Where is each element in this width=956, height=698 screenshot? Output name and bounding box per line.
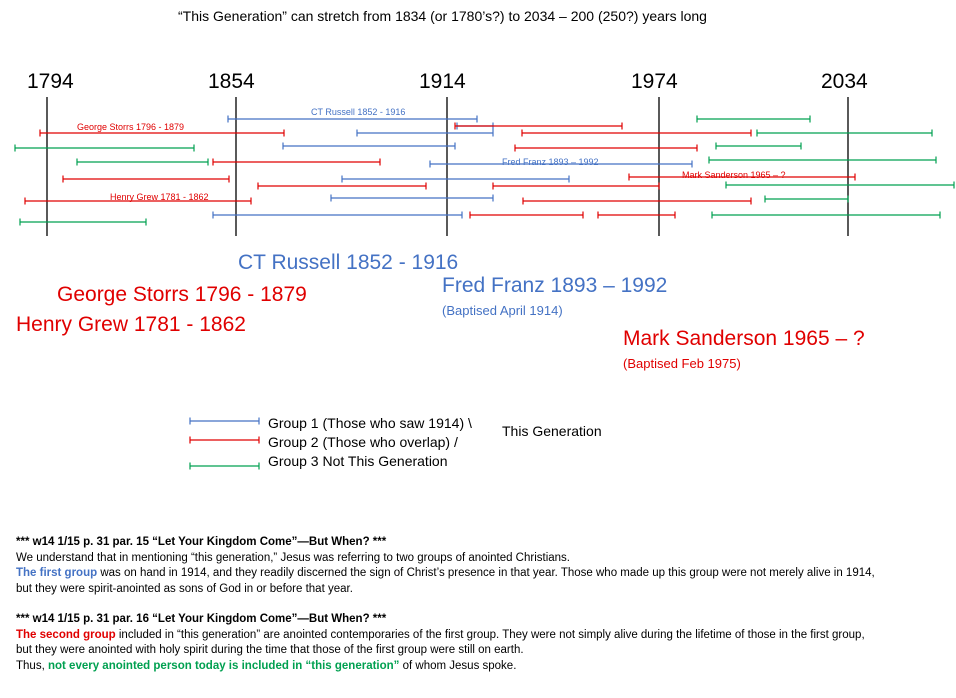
timeline-label-fred-franz: Fred Franz 1893 – 1992 [502, 157, 599, 167]
timeline-bar-group1 [356, 129, 494, 137]
callout-fred-franz-note: (Baptised April 1914) [442, 303, 563, 318]
quote1-highlight: The first group [16, 567, 98, 579]
timeline-bar-group2 [521, 129, 752, 137]
quote2-line3-start: Thus, [16, 659, 48, 672]
quote2-line3-end: of whom Jesus spoke. [399, 659, 517, 672]
timeline-bar-group3 [756, 129, 933, 137]
timeline-bar-group3 [711, 211, 941, 219]
callout-fred-franz: Fred Franz 1893 – 1992 [442, 274, 668, 297]
legend-group2-label: Group 2 (Those who overlap) / [268, 434, 458, 450]
year-label-2034: 2034 [821, 70, 868, 93]
timeline-bar-group2 [212, 158, 381, 166]
quote1-line1: We understand that in mentioning “this g… [16, 551, 571, 564]
timeline-label-george-storrs: George Storrs 1796 - 1879 [77, 122, 185, 132]
timeline-bar-group2 [597, 211, 676, 219]
timeline-bar-group1 [330, 194, 494, 202]
legend-group3-bar [189, 462, 260, 470]
timeline-bar-group2 [257, 182, 427, 190]
timeline-bar-group1 [341, 175, 570, 183]
timeline-label-mark-sanderson: Mark Sanderson 1965 – ? [682, 170, 786, 180]
timeline-bar-group1 [429, 160, 693, 168]
legend-bracket-label: This Generation [502, 423, 602, 439]
timeline-bar-group2 [469, 211, 584, 219]
quote1-line2: was on hand in 1914, and they readily di… [97, 567, 875, 579]
quote2-line3-highlight: not every anointed person today is inclu… [47, 659, 400, 672]
timeline-bar-group3 [14, 144, 195, 152]
timeline-bar-group2 [454, 122, 623, 130]
timeline-bar-group3 [715, 142, 802, 150]
timeline-bar-group2 [628, 173, 856, 181]
timeline-bar-group3 [696, 115, 811, 123]
timeline-bar-group2 [62, 175, 230, 183]
legend-group1-bar [189, 417, 260, 425]
timeline-bar-group3 [19, 218, 147, 226]
quote2-line1: included in “this generation” are anoint… [115, 628, 865, 641]
quote2-heading: *** w14 1/15 p. 31 par. 16 “Let Your Kin… [16, 613, 387, 625]
callout-ct-russell: CT Russell 1852 - 1916 [238, 251, 459, 274]
year-label-1974: 1974 [631, 70, 678, 93]
quote1-block: *** w14 1/15 p. 31 par. 15 “Let Your Kin… [16, 535, 875, 597]
legend-group2-bar [189, 436, 260, 444]
quote2-highlight: The second group [16, 628, 116, 641]
timeline-bar-group2 [39, 129, 285, 137]
timeline-label-ct-russell: CT Russell 1852 - 1916 [311, 107, 406, 117]
timeline-bar-group2 [514, 144, 698, 152]
timeline-bar-group2 [24, 197, 252, 205]
callout-mark-sanderson-note: (Baptised Feb 1975) [623, 356, 741, 371]
year-label-1794: 1794 [27, 70, 74, 93]
quote1-heading: *** w14 1/15 p. 31 par. 15 “Let Your Kin… [16, 536, 387, 548]
legend-group1-label: Group 1 (Those who saw 1914) \ [268, 415, 472, 431]
page-title: “This Generation” can stretch from 1834 … [178, 8, 707, 24]
callout-mark-sanderson: Mark Sanderson 1965 – ? [623, 327, 865, 350]
quote2-block: *** w14 1/15 p. 31 par. 16 “Let Your Kin… [16, 612, 865, 674]
legend-group3-label: Group 3 Not This Generation [268, 453, 448, 469]
timeline-bar-group1 [282, 142, 456, 150]
quote2-line2: but they were anointed with holy spirit … [16, 644, 524, 656]
callout-henry-grew: Henry Grew 1781 - 1862 [16, 313, 246, 336]
timeline-bar-group1 [227, 115, 478, 123]
timeline-bar-group3 [725, 181, 955, 189]
timeline-bar-group3 [708, 156, 937, 164]
timeline-bar-group3 [76, 158, 209, 166]
timeline-bar-group2 [522, 197, 752, 205]
timeline-bar-group3 [764, 195, 849, 203]
year-label-1914: 1914 [419, 70, 466, 93]
year-label-1854: 1854 [208, 70, 255, 93]
timeline-bar-group1 [212, 211, 463, 219]
timeline-bar-group2 [492, 182, 660, 190]
quote1-line3: but they were spirit-anointed as sons of… [16, 582, 353, 595]
timeline-label-henry-grew: Henry Grew 1781 - 1862 [110, 192, 209, 202]
callout-george-storrs: George Storrs 1796 - 1879 [57, 283, 307, 306]
